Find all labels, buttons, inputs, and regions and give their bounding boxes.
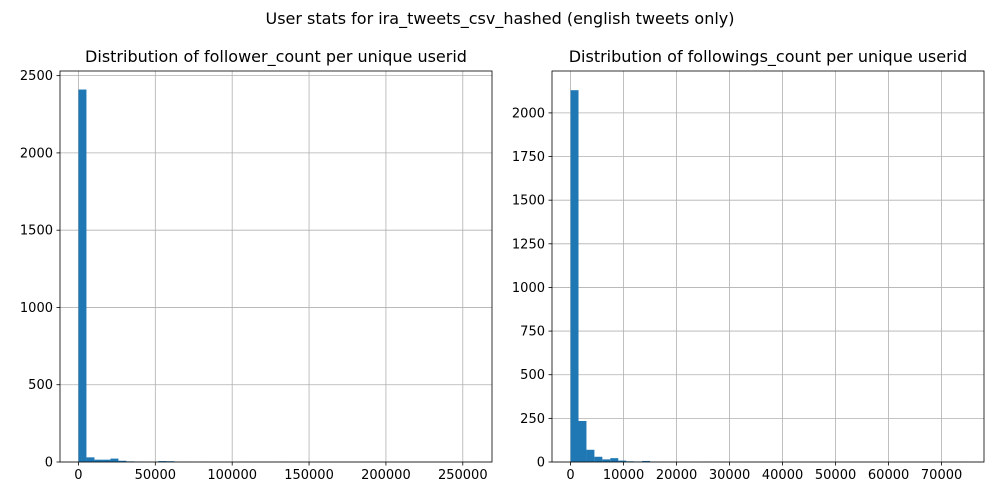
x-tick-label: 40000 xyxy=(762,468,803,483)
follower-count-y-axis: 0 500 1000 1500 2000 2500 xyxy=(20,69,60,471)
followings-count-y-axis: 0 250 500 750 1000 1250 1500 1750 2000 xyxy=(512,106,552,471)
y-tick-label: 1000 xyxy=(20,301,53,316)
histogram-bar xyxy=(102,459,111,462)
histogram-bar xyxy=(618,460,627,462)
follower-count-axes-frame xyxy=(59,70,493,463)
y-tick-label: 500 xyxy=(520,368,545,383)
histogram-bar xyxy=(602,459,611,462)
y-tick-label: 1750 xyxy=(512,150,545,165)
y-tick-label: 250 xyxy=(520,412,545,427)
histogram-bar xyxy=(578,420,587,462)
figure-suptitle: User stats for ira_tweets_csv_hashed (en… xyxy=(265,9,734,29)
histogram-bar xyxy=(86,457,95,462)
x-tick-label: 0 xyxy=(74,468,82,483)
y-tick-label: 500 xyxy=(28,378,53,393)
x-tick-label: 70000 xyxy=(921,468,962,483)
x-tick-label: 60000 xyxy=(868,468,909,483)
histogram-bar xyxy=(158,461,167,462)
followings-count-axes-frame xyxy=(551,70,985,463)
follower-count-x-axis: 0 50000 100000 150000 200000 250000 xyxy=(74,462,488,483)
follower-count-histogram: Distribution of follower_count per uniqu… xyxy=(20,47,493,483)
x-tick-label: 0 xyxy=(566,468,574,483)
histogram-bar xyxy=(78,89,87,462)
y-tick-label: 1500 xyxy=(20,224,53,239)
y-tick-label: 1000 xyxy=(512,281,545,296)
histogram-bar xyxy=(94,459,103,462)
y-tick-label: 750 xyxy=(520,325,545,340)
followings-count-histogram: Distribution of followings_count per uni… xyxy=(512,47,985,483)
histogram-bar xyxy=(586,449,595,462)
x-tick-label: 30000 xyxy=(709,468,750,483)
x-tick-label: 100000 xyxy=(207,468,257,483)
x-tick-label: 150000 xyxy=(284,468,334,483)
histogram-bar xyxy=(610,458,619,462)
followings-count-x-axis: 0 10000 20000 30000 40000 50000 60000 70000 xyxy=(566,462,962,483)
histogram-bar xyxy=(594,456,603,462)
histogram-bar xyxy=(642,460,651,462)
histogram-bar xyxy=(570,90,579,462)
followings-count-chart-title: Distribution of followings_count per uni… xyxy=(569,47,968,67)
histogram-bar xyxy=(110,458,119,462)
y-tick-label: 1250 xyxy=(512,237,545,252)
x-tick-label: 20000 xyxy=(656,468,697,483)
histogram-bar xyxy=(118,460,127,462)
x-tick-label: 50000 xyxy=(135,468,176,483)
x-tick-label: 250000 xyxy=(438,468,488,483)
x-tick-label: 10000 xyxy=(603,468,644,483)
y-tick-label: 2500 xyxy=(20,69,53,84)
y-tick-label: 2000 xyxy=(512,106,545,121)
y-tick-label: 1500 xyxy=(512,194,545,209)
x-tick-label: 50000 xyxy=(815,468,856,483)
y-tick-label: 0 xyxy=(45,456,53,471)
follower-count-chart-title: Distribution of follower_count per uniqu… xyxy=(85,47,467,67)
y-tick-label: 0 xyxy=(537,456,545,471)
y-tick-label: 2000 xyxy=(20,146,53,161)
x-tick-label: 200000 xyxy=(361,468,411,483)
